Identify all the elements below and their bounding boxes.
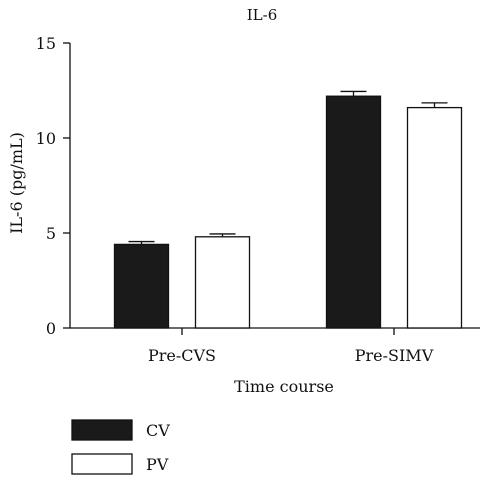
bar-pv-pre-cvs: [194, 236, 251, 329]
bar-cv-pre-cvs: [113, 243, 170, 329]
legend-label-cv: CV: [146, 421, 170, 440]
legend: CV PV: [71, 419, 170, 475]
x-tick-label: Pre-SIMV: [355, 346, 434, 365]
legend-swatch-cv: [71, 419, 133, 441]
bar-pv-pre-simv: [406, 106, 463, 329]
bar-cv-pre-simv: [325, 95, 382, 329]
legend-swatch-pv: [71, 453, 133, 475]
y-tick-label: 5: [46, 224, 56, 243]
y-axis-label: IL-6 (pg/mL): [7, 132, 26, 234]
y-tick-label: 0: [46, 319, 56, 338]
chart-title: IL-6: [247, 6, 278, 24]
x-tick-label: Pre-CVS: [148, 346, 216, 365]
bars-group: [113, 90, 463, 329]
x-axis-label: Time course: [234, 377, 334, 396]
y-tick-label: 15: [36, 34, 56, 53]
legend-label-pv: PV: [146, 455, 169, 474]
y-tick-label: 10: [36, 129, 56, 148]
